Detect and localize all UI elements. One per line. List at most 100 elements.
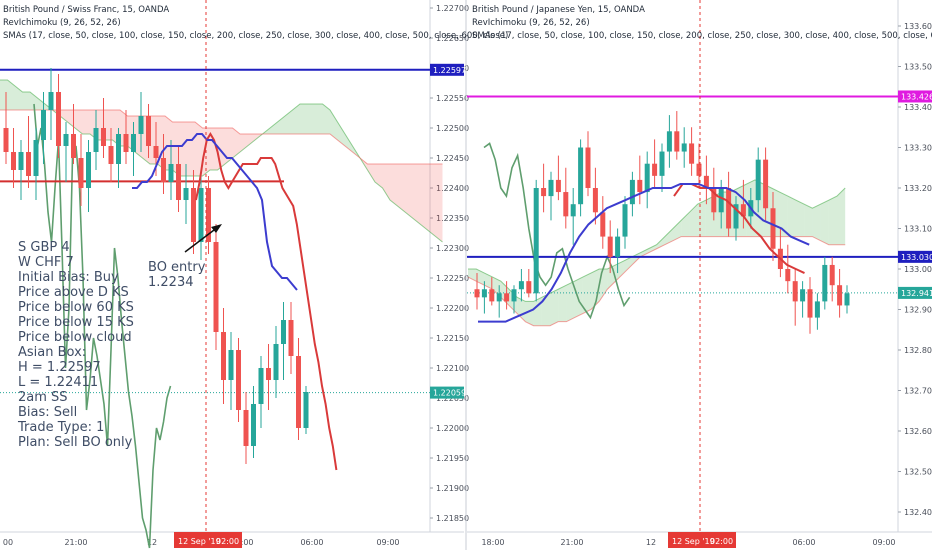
panel1-kumo-segment xyxy=(285,110,293,134)
panel2-y-tick-label: 133.400 xyxy=(904,103,932,112)
panel1-kumo-segment xyxy=(187,122,195,176)
panel1-candle-body xyxy=(93,128,99,152)
note-line: L = 1.22411 xyxy=(18,375,99,390)
panel2-kumo-segment xyxy=(664,228,673,245)
panel1-x-tick-label: 21:00 xyxy=(64,538,87,547)
panel1-candle-body xyxy=(273,344,279,380)
panel1-kumo-segment xyxy=(180,122,188,176)
note-line: Initial Bias: Buy xyxy=(18,270,119,285)
panel1-candle-body xyxy=(116,134,121,164)
panel2-y-tick-label: 132.500 xyxy=(904,468,932,477)
panel2-y-tick-label: 132.900 xyxy=(904,306,932,315)
panel2-candle-body xyxy=(504,293,510,302)
panel1-candle-body xyxy=(146,116,151,146)
panel1-candle-body xyxy=(78,158,84,188)
panel1-kumo-segment xyxy=(15,86,23,110)
panel2-kumo-segment xyxy=(787,196,796,237)
chart-panel-gbpchf[interactable]: 1.227001.226501.226001.225501.225001.224… xyxy=(0,0,469,550)
panel1-candle-body xyxy=(266,368,271,380)
panel1-sma-red-line xyxy=(195,132,338,471)
panel2-candle-body xyxy=(689,143,695,164)
panel2-y-tick-label: 133.200 xyxy=(904,184,932,193)
note-line: Price above D KS xyxy=(18,285,129,300)
panel2-kumo-segment xyxy=(812,204,821,241)
panel1-candle-body xyxy=(101,128,106,146)
panel1-header: British Pound / Swiss Franc, 15, OANDA R… xyxy=(3,4,508,43)
panel1-time-marker-text: 02:00 xyxy=(216,537,239,546)
panel1-kumo-segment xyxy=(322,104,330,134)
panel1-candle-body xyxy=(296,356,301,428)
note-line: Asian Box: xyxy=(18,345,87,360)
panel1-candle-body xyxy=(251,404,256,446)
note-line: Bias: Sell xyxy=(18,405,78,420)
note-line: Trade Type: 1 xyxy=(18,420,105,435)
panel1-x-tick-label: 09:00 xyxy=(376,538,399,547)
panel2-kumo-segment xyxy=(566,281,575,322)
panel1-kumo-segment xyxy=(210,128,218,170)
panel1-title[interactable]: British Pound / Swiss Franc, 15, OANDA xyxy=(3,5,170,15)
chart-panel-gbpjpy[interactable]: 133.600 133.500 133.400 133.300 133.200 133.1… xyxy=(467,0,932,550)
panel1-kumo-segment xyxy=(397,164,405,212)
panel2-kumo-segment xyxy=(820,200,829,245)
panel1-y-tick-label: 1.22550 xyxy=(436,94,469,103)
panel1-kumo-segment xyxy=(307,104,315,134)
note-line: H = 1.22597 xyxy=(18,360,101,375)
panel1-candle-body xyxy=(191,188,196,242)
panel1-candle-body xyxy=(198,188,204,242)
panel2-kumo-segment xyxy=(533,297,542,326)
panel2-kumo-segment xyxy=(673,220,682,241)
note-line: Plan: Sell BO only xyxy=(18,435,133,450)
panel1-candle-body xyxy=(153,146,159,158)
panel2-sma-label[interactable]: SMAs (17, close, 50, close, 100, close, … xyxy=(472,31,932,41)
panel2-candle-body xyxy=(681,143,687,152)
panel2-y-tick-label: 132.700 xyxy=(904,387,932,396)
panel1-kumo-segment xyxy=(292,104,300,134)
panel2-kumo-segment xyxy=(681,212,690,237)
panel1-candle-body xyxy=(243,410,249,446)
panel1-kumo-segment xyxy=(420,164,428,230)
panel2-candle-body xyxy=(763,159,769,209)
panel1-ichimoku-label[interactable]: RevIchimoku (9, 26, 52, 26) xyxy=(3,18,121,28)
panel2-ichimoku-label[interactable]: RevIchimoku (9, 26, 52, 26) xyxy=(472,18,590,28)
panel2-candle-body xyxy=(578,147,584,205)
panel1-kumo-segment xyxy=(60,110,68,122)
panel2-candle-body xyxy=(496,293,502,302)
panel1-y-tick-label: 1.22400 xyxy=(436,184,469,193)
panel2-candle-body xyxy=(844,293,850,306)
panel1-last-price-tag xyxy=(430,386,464,399)
panel1-sma-label[interactable]: SMAs (17, close, 50, close, 100, close, … xyxy=(3,31,509,41)
panel2-level-tag-text: 133.030 xyxy=(901,253,932,262)
panel2-kumo-segment xyxy=(689,204,698,237)
note-line: Price below cloud xyxy=(18,330,132,345)
note-line: W CHF 7 xyxy=(18,255,74,270)
panel1-kumo-segment xyxy=(232,128,240,158)
panel2-candle-body xyxy=(592,188,598,213)
panel2-kumo-segment xyxy=(837,188,846,245)
panel1-x-tick-label: 12 xyxy=(147,538,157,547)
panel1-kumo-segment xyxy=(300,104,308,134)
panel1-candle-body xyxy=(63,134,69,146)
panel2-candle-body xyxy=(570,204,576,217)
panel2-candle-body xyxy=(659,151,665,176)
panel2-title[interactable]: British Pound / Japanese Yen, 15, OANDA xyxy=(472,5,645,15)
panel1-candle-body xyxy=(168,164,174,182)
note-line: 2am SS xyxy=(18,390,68,405)
panel1-candle-body xyxy=(11,152,16,170)
panel1-sma-blue-line xyxy=(132,133,298,291)
panel2-last-price-tag xyxy=(898,286,932,299)
panel1-candle-body xyxy=(288,320,294,356)
note-line: Price below 15 KS xyxy=(18,315,134,330)
panel1-y-tick-label: 1.22500 xyxy=(436,124,469,133)
panel1-kumo-segment xyxy=(427,164,435,236)
panel2-kumo-segment xyxy=(550,289,559,326)
panel2-candle-body xyxy=(792,281,798,302)
panel2-candle-body xyxy=(703,175,709,188)
panel1-price-axis-bg xyxy=(430,0,466,550)
panel1-kumo-segment xyxy=(225,128,233,164)
panel1-kumo-segment xyxy=(337,122,345,146)
panel2-candle-body xyxy=(755,159,761,201)
panel1-candle-body xyxy=(161,158,166,182)
panel1-kumo-segment xyxy=(270,122,278,134)
panel1-kumo-segment xyxy=(75,110,83,134)
panel2-kumo-segment xyxy=(517,297,526,322)
